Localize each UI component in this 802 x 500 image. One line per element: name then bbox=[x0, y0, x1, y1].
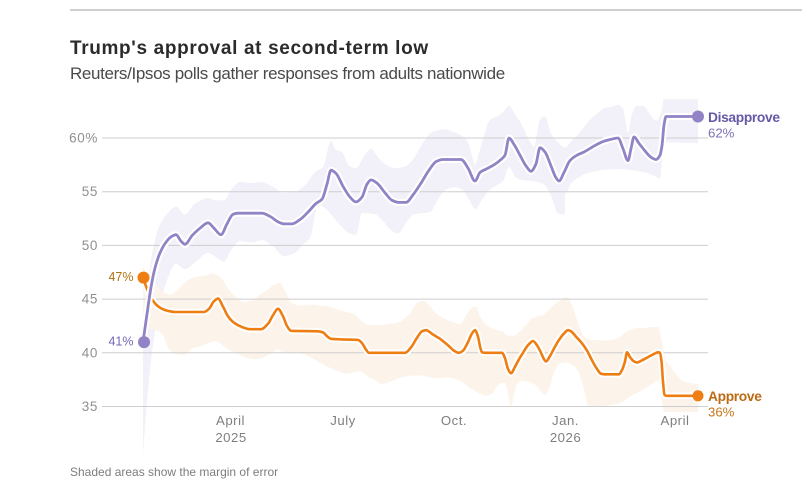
svg-text:60%: 60% bbox=[69, 131, 98, 146]
svg-text:35: 35 bbox=[82, 399, 98, 414]
svg-text:Disapprove: Disapprove bbox=[708, 110, 780, 125]
svg-text:Approve: Approve bbox=[708, 389, 762, 404]
svg-text:April: April bbox=[216, 413, 245, 428]
svg-text:55: 55 bbox=[82, 184, 98, 199]
svg-text:40: 40 bbox=[82, 345, 98, 360]
svg-text:Oct.: Oct. bbox=[441, 413, 467, 428]
svg-text:62%: 62% bbox=[708, 126, 735, 141]
svg-text:47%: 47% bbox=[108, 270, 133, 284]
svg-text:45: 45 bbox=[82, 292, 98, 307]
svg-text:2025: 2025 bbox=[215, 430, 246, 445]
svg-text:July: July bbox=[330, 413, 355, 428]
svg-text:April: April bbox=[661, 413, 690, 428]
svg-text:36%: 36% bbox=[708, 405, 735, 420]
svg-text:Jan.: Jan. bbox=[552, 413, 579, 428]
svg-text:41%: 41% bbox=[108, 335, 133, 349]
svg-text:2026: 2026 bbox=[550, 430, 581, 445]
svg-text:50: 50 bbox=[82, 238, 98, 253]
